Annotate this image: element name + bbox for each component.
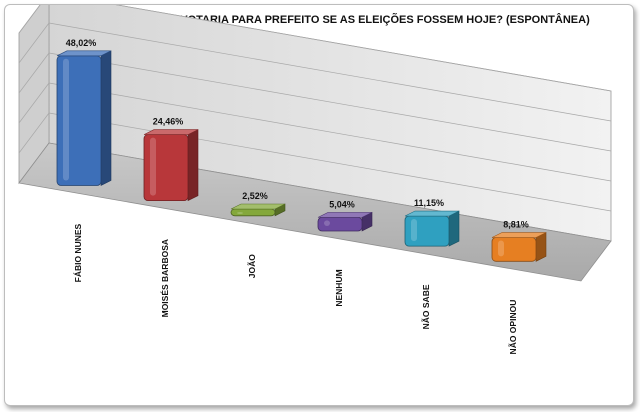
gridline: [48, 82, 612, 182]
gridline-side: [18, 82, 50, 124]
bar-highlight: [150, 137, 156, 196]
category-label: NÃO OPINOU: [508, 300, 518, 355]
bar-top: [491, 232, 547, 238]
category-label: FÁBIO NUNES: [73, 223, 83, 282]
bar-highlight: [498, 240, 504, 257]
bar-top: [230, 203, 286, 210]
gridline: [48, 112, 612, 212]
gridline-side: [18, 52, 50, 94]
category-label: MOISÉS BARBOSA: [160, 239, 170, 317]
bar-top: [56, 50, 112, 57]
gridline-side: [18, 112, 50, 154]
category-label: NENHUM: [334, 269, 344, 306]
data-label: 11,15%: [414, 198, 444, 208]
data-label: 24,46%: [153, 117, 184, 127]
gridline: [115, 5, 612, 92]
bar-highlight: [237, 212, 243, 215]
bar-top: [143, 129, 199, 135]
bar-top: [317, 212, 373, 218]
data-label: 5,04%: [329, 199, 355, 209]
bar-side: [187, 129, 199, 202]
data-label: 8,81%: [503, 220, 529, 230]
bar-highlight: [63, 58, 69, 181]
category-label: NÃO SABE: [421, 284, 431, 329]
data-label: 48,02%: [66, 38, 97, 48]
gridline: [48, 52, 612, 152]
category-label: JOÃO: [247, 254, 257, 278]
chart-frame: 5 - EM QUEM O(A) SR(A) VOTARIA PARA PREF…: [4, 4, 634, 406]
bar-top: [404, 210, 460, 217]
data-label: 2,52%: [242, 191, 268, 201]
bar-side: [100, 50, 112, 186]
bar-highlight: [324, 220, 330, 226]
gridline-side: [18, 5, 41, 34]
bar-chart: 5 - EM QUEM O(A) SR(A) VOTARIA PARA PREF…: [18, 5, 612, 355]
bar-highlight: [411, 219, 417, 242]
bar-side: [448, 210, 460, 247]
gridline: [48, 22, 612, 122]
gridline-side: [18, 22, 50, 64]
